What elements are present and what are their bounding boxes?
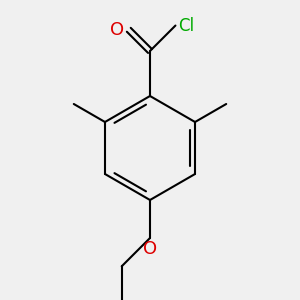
Text: O: O (110, 21, 124, 39)
Text: Cl: Cl (178, 16, 195, 34)
Text: O: O (143, 240, 157, 258)
